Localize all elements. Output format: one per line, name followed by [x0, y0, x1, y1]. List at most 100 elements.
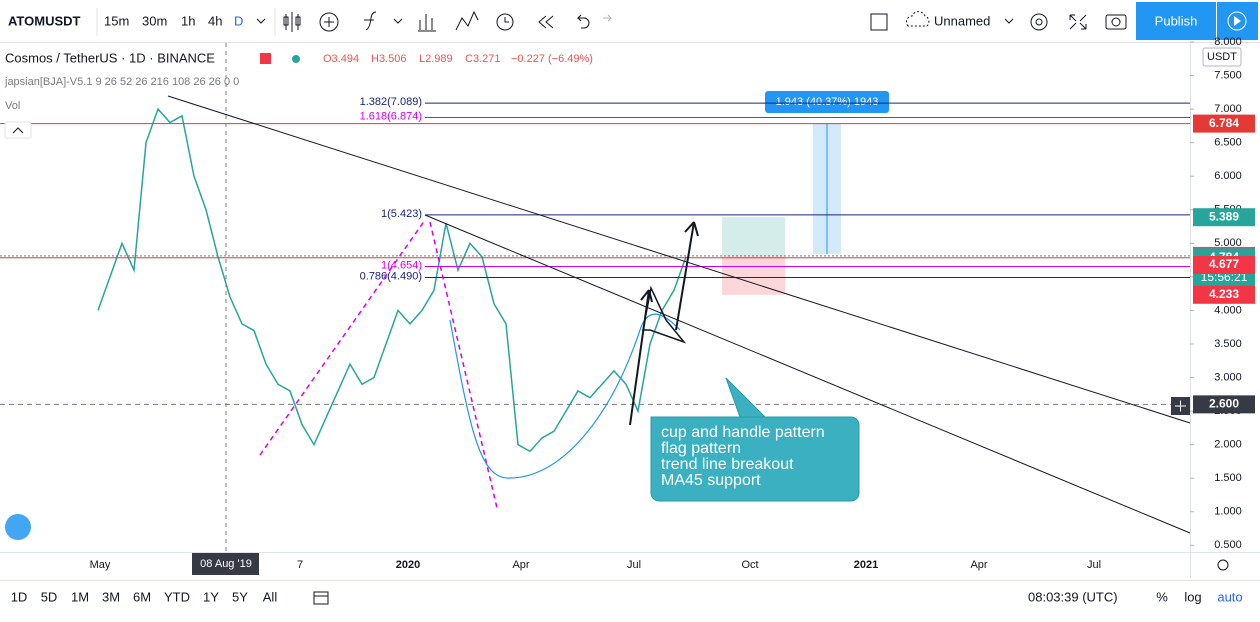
legend-high: H3.506	[371, 53, 406, 65]
fib-label: 1.382(7.089)	[360, 96, 422, 108]
measure-label: 1.943 (40.37%) 1943	[776, 96, 879, 108]
x-tick-label: 7	[297, 559, 303, 571]
y-tick-label: 2.000	[1214, 439, 1242, 451]
bottom-bar: 1D 5D 1M 3M 6M YTD 1Y 5Y All% log auto	[11, 589, 1243, 604]
interval-active[interactable]: D	[234, 13, 243, 28]
date-range-icon[interactable]	[313, 591, 329, 605]
flag	[642, 285, 687, 344]
price-badge-label: 6.784	[1209, 116, 1239, 130]
scale-option[interactable]: log	[1184, 589, 1201, 604]
y-tick-label: 7.000	[1214, 103, 1242, 115]
range-button[interactable]: 3M	[102, 589, 120, 604]
callout	[650, 377, 860, 502]
x-tick-label: Jul	[1087, 559, 1101, 571]
trend-line	[424, 214, 1191, 534]
publish-button[interactable]	[1136, 2, 1216, 40]
plot-area: 1.943 (40.37%) 1943 1.382(7.089) 1.618(6.8…	[0, 91, 1190, 502]
publish-label[interactable]: Publish	[1155, 13, 1198, 28]
crosshair-plus-icon	[1175, 400, 1186, 412]
interval[interactable]: 1h	[181, 13, 195, 28]
legend-close: C3.271	[465, 53, 500, 65]
indicator-label: japsian[BJA]-V5.1 9 26 52 26 216 108 26 …	[4, 76, 239, 88]
market-status	[292, 55, 300, 63]
cup-curve	[449, 313, 681, 479]
crosshair-date-box	[192, 553, 259, 575]
fib-line	[429, 221, 498, 509]
price-badge-label: 5.389	[1209, 209, 1239, 223]
arrow	[675, 221, 699, 331]
fib-line	[259, 219, 426, 456]
annotation-line: flag pattern	[661, 440, 741, 457]
logo[interactable]	[5, 514, 31, 540]
y-tick-label: 3.000	[1214, 371, 1242, 383]
x-tick-label: May	[90, 559, 111, 571]
price-badge-label: 4.233	[1209, 287, 1239, 301]
trend-line	[167, 95, 1191, 424]
scale-option[interactable]: %	[1156, 589, 1168, 604]
currency-box	[1202, 47, 1242, 67]
y-tick-label: 5.000	[1214, 237, 1242, 249]
annotation-line: MA45 support	[661, 472, 761, 489]
position-target	[722, 217, 785, 256]
x-tick-label: 2020	[396, 559, 420, 571]
range-button[interactable]: 1D	[11, 589, 28, 604]
settings-icon[interactable]	[1217, 559, 1229, 571]
replay-icon[interactable]	[1227, 11, 1247, 31]
legend-change: −0.227 (−6.49%)	[511, 53, 593, 65]
clock: 08:03:39 (UTC)	[1028, 589, 1118, 604]
price-badge	[1193, 285, 1255, 304]
y-tick-label: 8.000	[1214, 36, 1242, 48]
price-badge	[1193, 255, 1255, 274]
legend-flag[interactable]	[260, 53, 271, 64]
x-tick-label: Jul	[627, 559, 641, 571]
y-tick-label: 1.500	[1214, 472, 1242, 484]
price-badge-label: 2.600	[1209, 397, 1239, 411]
range-button[interactable]: 6M	[133, 589, 151, 604]
volume-label: Vol	[5, 100, 20, 112]
range-button[interactable]: All	[263, 589, 278, 604]
drawings	[167, 43, 1191, 552]
legend-title: Cosmos / TetherUS · 1D · BINANCE	[5, 50, 215, 65]
measure-label-box	[765, 91, 889, 113]
interval[interactable]: 4h	[208, 13, 222, 28]
fib-label: 1(5.423)	[381, 208, 422, 220]
toolbar-icons[interactable]	[283, 10, 1127, 32]
replay-icon[interactable]	[1234, 16, 1241, 26]
range-button[interactable]: 5D	[41, 589, 58, 604]
interval[interactable]: 15m	[104, 13, 129, 28]
price-badge	[1193, 114, 1255, 133]
y-tick-label: 3.500	[1214, 338, 1242, 350]
currency: USDT	[1207, 51, 1237, 63]
price-line	[97, 107, 687, 453]
scale-option[interactable]: auto	[1217, 589, 1242, 604]
y-tick-label: 4.000	[1214, 304, 1242, 316]
legend-low: L2.989	[419, 53, 453, 65]
interval[interactable]: 30m	[142, 13, 167, 28]
collapse-button[interactable]	[4, 121, 32, 139]
legend-open: O3.494	[323, 53, 359, 65]
collapse-icon[interactable]	[12, 127, 24, 134]
annotation-line: cup and handle pattern	[661, 424, 825, 441]
range-button[interactable]: 5Y	[232, 589, 248, 604]
range-button[interactable]: YTD	[164, 589, 190, 604]
symbol[interactable]: ATOMUSDT	[8, 13, 81, 28]
y-tick-label: 0.500	[1214, 539, 1242, 551]
range-button[interactable]: 1Y	[203, 589, 219, 604]
position-stop	[722, 255, 785, 295]
fib-label: 0.786(4.490)	[360, 270, 422, 282]
price-badge-label: 4.677	[1209, 257, 1239, 271]
fib-label: 1.618(6.874)	[360, 110, 422, 122]
layout-name[interactable]: Unnamed	[934, 13, 990, 28]
range-button[interactable]: 1M	[71, 589, 89, 604]
y-tick-label: 7.500	[1214, 69, 1242, 81]
y-tick-label: 6.000	[1214, 170, 1242, 182]
x-tick-label: Apr	[970, 559, 987, 571]
crosshair-date: 08 Aug '19	[200, 558, 252, 570]
x-tick-label: Apr	[512, 559, 529, 571]
annotation-line: trend line breakout	[661, 456, 794, 473]
price-badge	[1193, 395, 1255, 414]
y-tick-label: 6.500	[1214, 137, 1242, 149]
dropdown-icon[interactable]	[256, 18, 266, 24]
